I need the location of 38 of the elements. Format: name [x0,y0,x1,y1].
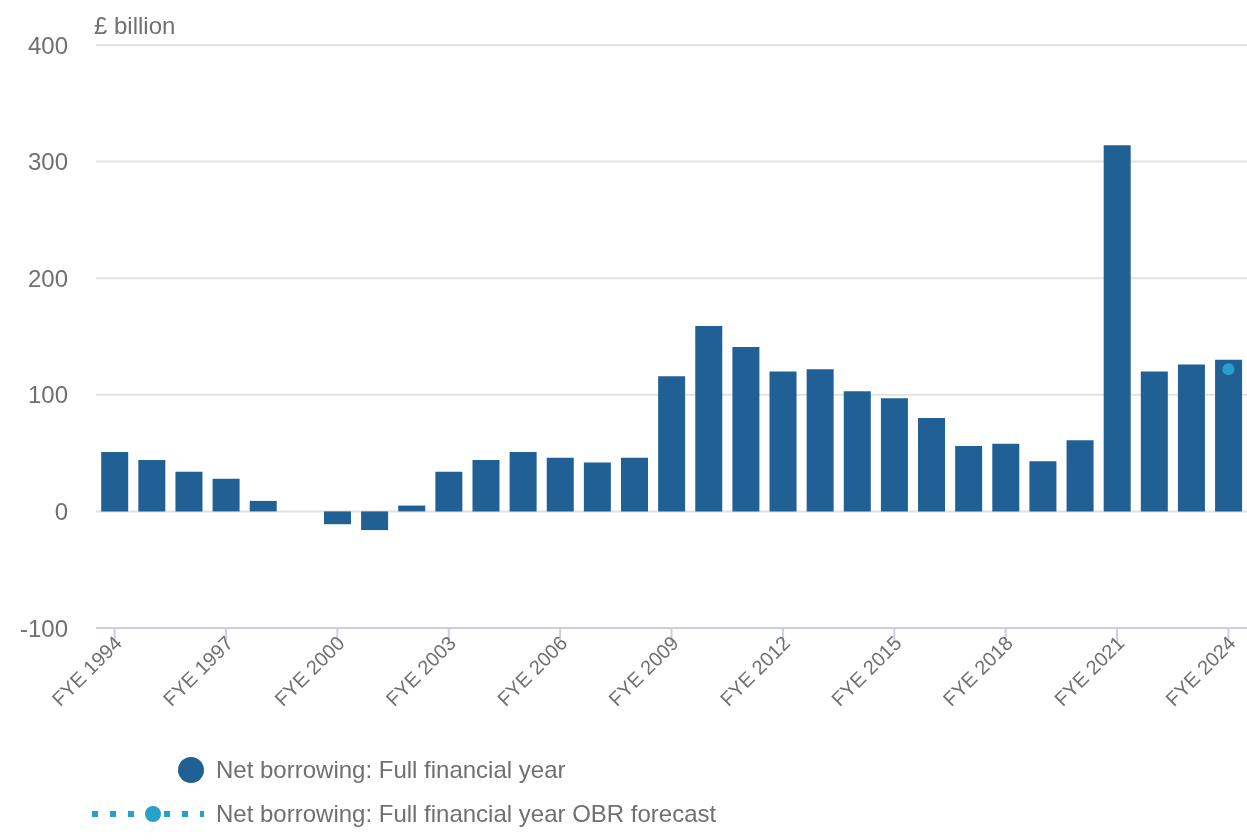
bar [546,457,574,512]
bar [175,471,203,512]
y-tick-label: 300 [27,148,68,176]
legend-label: Net borrowing: Full financial year [216,756,566,784]
bar [1103,145,1131,512]
bar [249,500,277,512]
legend-label: Net borrowing: Full financial year OBR forecast [216,800,717,828]
bar [955,446,983,512]
bar [361,511,389,531]
bar [918,418,946,512]
bar [695,326,723,512]
bar [509,451,537,512]
y-tick-label: 400 [27,31,68,59]
bar [1140,371,1168,512]
bar [212,478,240,512]
bar [1215,359,1243,512]
bar [323,511,351,525]
bar [583,462,611,512]
bar [472,460,500,512]
y-tick-label: 200 [27,264,68,292]
y-tick-label: 100 [27,381,68,409]
bar [435,471,463,512]
bar [1066,440,1094,512]
bar [1177,364,1205,512]
bar [992,443,1020,512]
bar [843,391,871,512]
y-tick-label: -100 [19,614,68,642]
bar [732,346,760,512]
bar [806,369,834,512]
bar [621,457,648,512]
bar [138,460,166,512]
bar [1029,461,1057,512]
y-axis-title: £ billion [94,12,176,40]
bar [101,451,129,512]
bar [880,398,908,512]
y-tick-label: 0 [54,497,68,525]
bar [769,371,797,512]
bar [658,376,686,512]
